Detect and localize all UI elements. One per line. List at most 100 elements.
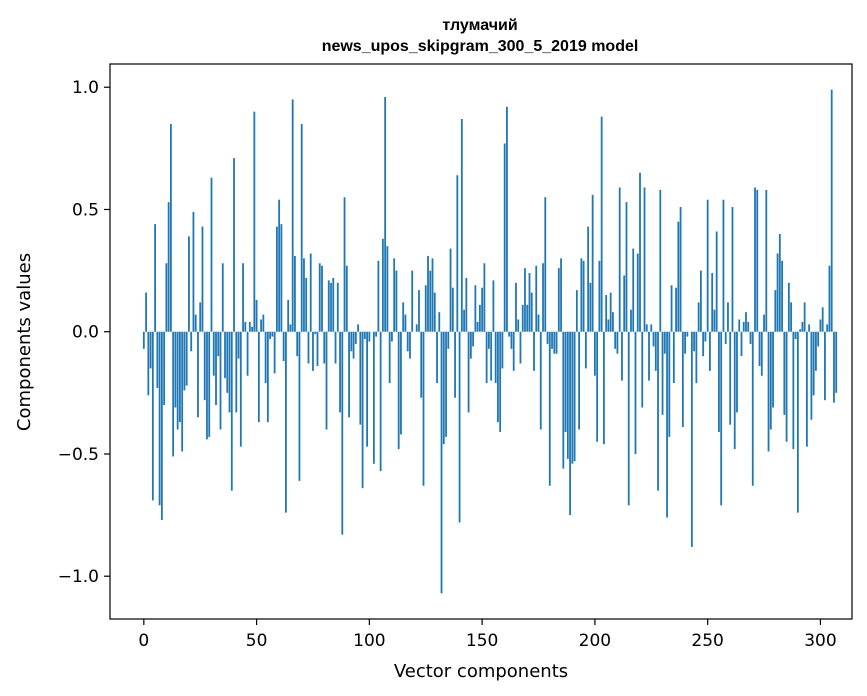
bar bbox=[639, 172, 641, 332]
bar bbox=[433, 292, 436, 332]
bar bbox=[677, 221, 680, 332]
bar bbox=[490, 331, 493, 381]
bar bbox=[517, 319, 520, 332]
bar bbox=[778, 233, 781, 332]
bar bbox=[699, 270, 702, 332]
bar bbox=[429, 270, 432, 332]
bar bbox=[316, 331, 319, 366]
bar bbox=[354, 331, 357, 344]
bar bbox=[812, 331, 815, 396]
bar bbox=[557, 268, 560, 332]
bar bbox=[454, 331, 456, 398]
bar bbox=[472, 331, 474, 347]
bar bbox=[199, 302, 202, 332]
bar bbox=[515, 282, 517, 332]
bar bbox=[271, 331, 274, 337]
bar bbox=[702, 331, 705, 357]
bar bbox=[711, 273, 714, 332]
x-tick-label: 150 bbox=[466, 631, 498, 651]
bar bbox=[503, 143, 506, 332]
bar bbox=[672, 331, 675, 384]
bar bbox=[605, 295, 608, 332]
bar bbox=[456, 175, 459, 332]
x-tick-label: 250 bbox=[691, 631, 723, 651]
bar bbox=[801, 321, 804, 332]
bar bbox=[285, 331, 287, 513]
bar bbox=[156, 331, 159, 388]
bar bbox=[239, 331, 242, 447]
bar bbox=[167, 202, 170, 332]
bar bbox=[508, 331, 511, 337]
bar bbox=[257, 331, 260, 423]
bar bbox=[564, 331, 567, 432]
bar bbox=[659, 189, 662, 332]
bar bbox=[686, 331, 689, 337]
bar bbox=[749, 331, 752, 344]
bar bbox=[765, 189, 768, 332]
plot-area-frame bbox=[109, 63, 853, 620]
bar bbox=[614, 331, 617, 349]
bar bbox=[578, 331, 580, 430]
bar bbox=[603, 331, 605, 445]
bar bbox=[729, 331, 732, 425]
bar bbox=[287, 299, 290, 332]
bar bbox=[544, 197, 547, 332]
bar bbox=[733, 331, 736, 450]
bar bbox=[228, 331, 231, 413]
bar bbox=[487, 331, 490, 349]
bar bbox=[805, 331, 808, 447]
bar bbox=[763, 314, 765, 332]
bar bbox=[803, 302, 806, 332]
bar bbox=[303, 258, 305, 332]
y-axis-label: Components values bbox=[14, 253, 35, 431]
bar bbox=[815, 331, 817, 371]
bar bbox=[727, 302, 729, 332]
bar bbox=[537, 314, 540, 332]
bar bbox=[197, 331, 199, 418]
bar bbox=[715, 231, 718, 332]
bar bbox=[447, 331, 450, 349]
bar bbox=[451, 287, 454, 332]
bar bbox=[799, 329, 802, 332]
bar bbox=[424, 285, 427, 332]
bar bbox=[596, 331, 599, 442]
bar bbox=[657, 331, 659, 491]
x-axis-ticks: 0 50 100 150 200 250 300 bbox=[138, 619, 837, 651]
bar bbox=[636, 253, 639, 332]
bar bbox=[648, 331, 650, 381]
y-tick-label: −0.5 bbox=[58, 445, 99, 465]
bar bbox=[731, 207, 734, 332]
bar bbox=[810, 331, 813, 420]
bar bbox=[833, 331, 835, 403]
bar bbox=[751, 331, 754, 486]
bar bbox=[418, 290, 420, 332]
bar bbox=[397, 331, 400, 450]
bar bbox=[230, 331, 233, 491]
bar bbox=[808, 324, 811, 332]
bar bbox=[298, 331, 301, 481]
bar bbox=[643, 187, 646, 332]
bar bbox=[269, 331, 272, 340]
bar bbox=[679, 207, 682, 332]
bar bbox=[539, 331, 542, 430]
bar bbox=[668, 331, 671, 437]
bar bbox=[695, 331, 698, 384]
bar bbox=[352, 331, 355, 359]
bar bbox=[796, 331, 799, 513]
bar bbox=[835, 331, 838, 393]
bars-group bbox=[142, 89, 838, 594]
bar bbox=[409, 331, 411, 359]
bar bbox=[224, 331, 226, 379]
bar bbox=[221, 263, 224, 332]
bar bbox=[438, 312, 441, 332]
bar bbox=[312, 331, 314, 371]
x-tick-label: 300 bbox=[804, 631, 836, 651]
bar bbox=[233, 158, 235, 332]
bar bbox=[309, 253, 312, 332]
x-tick-label: 200 bbox=[579, 631, 611, 651]
bar bbox=[819, 319, 822, 332]
bar bbox=[460, 119, 463, 332]
bar bbox=[785, 331, 788, 442]
y-tick-label: 0.5 bbox=[72, 200, 99, 220]
